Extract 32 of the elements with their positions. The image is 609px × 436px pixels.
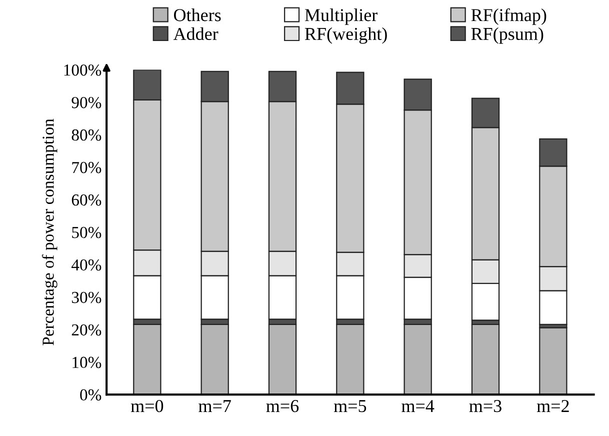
x-tick-label: m=2 (536, 400, 569, 412)
legend-label: RF(psum) (471, 27, 544, 44)
y-tick-label: 40% (71, 259, 102, 271)
y-tick-label: 50% (72, 226, 102, 238)
y-axis-title: Percentage of power consumption (42, 118, 58, 346)
y-tick-label: 70% (72, 162, 102, 174)
bar (539, 327, 568, 395)
x-tick-label: m=7 (198, 400, 231, 412)
bar (404, 324, 432, 395)
legend-label: RF(ifmap) (471, 8, 546, 25)
y-tick-label: 60% (72, 194, 102, 206)
legend-label: Adder (173, 27, 218, 40)
x-tick-label: m=0 (130, 400, 164, 412)
y-tick-label: 20% (72, 324, 102, 336)
legend-label: Others (174, 8, 221, 22)
x-tick-label: m=5 (334, 400, 366, 412)
x-tick-label: m=4 (402, 400, 434, 412)
y-tick-label: 80% (72, 129, 102, 141)
x-tick-label: m=6 (266, 400, 299, 412)
bar (336, 324, 364, 395)
bar (268, 324, 297, 395)
x-tick-label: m=3 (469, 400, 502, 412)
y-tick-label: 0% (80, 389, 102, 401)
y-tick-label: 100% (64, 64, 102, 76)
y-tick-label: 90% (72, 96, 102, 108)
y-tick-label: 30% (72, 292, 102, 304)
bar (200, 324, 229, 395)
bar (133, 324, 162, 395)
legend-label: RF(weight) (304, 27, 387, 44)
y-tick-label: 10% (72, 356, 102, 368)
legend-label: Multiplier (304, 8, 378, 25)
bar (471, 324, 500, 395)
